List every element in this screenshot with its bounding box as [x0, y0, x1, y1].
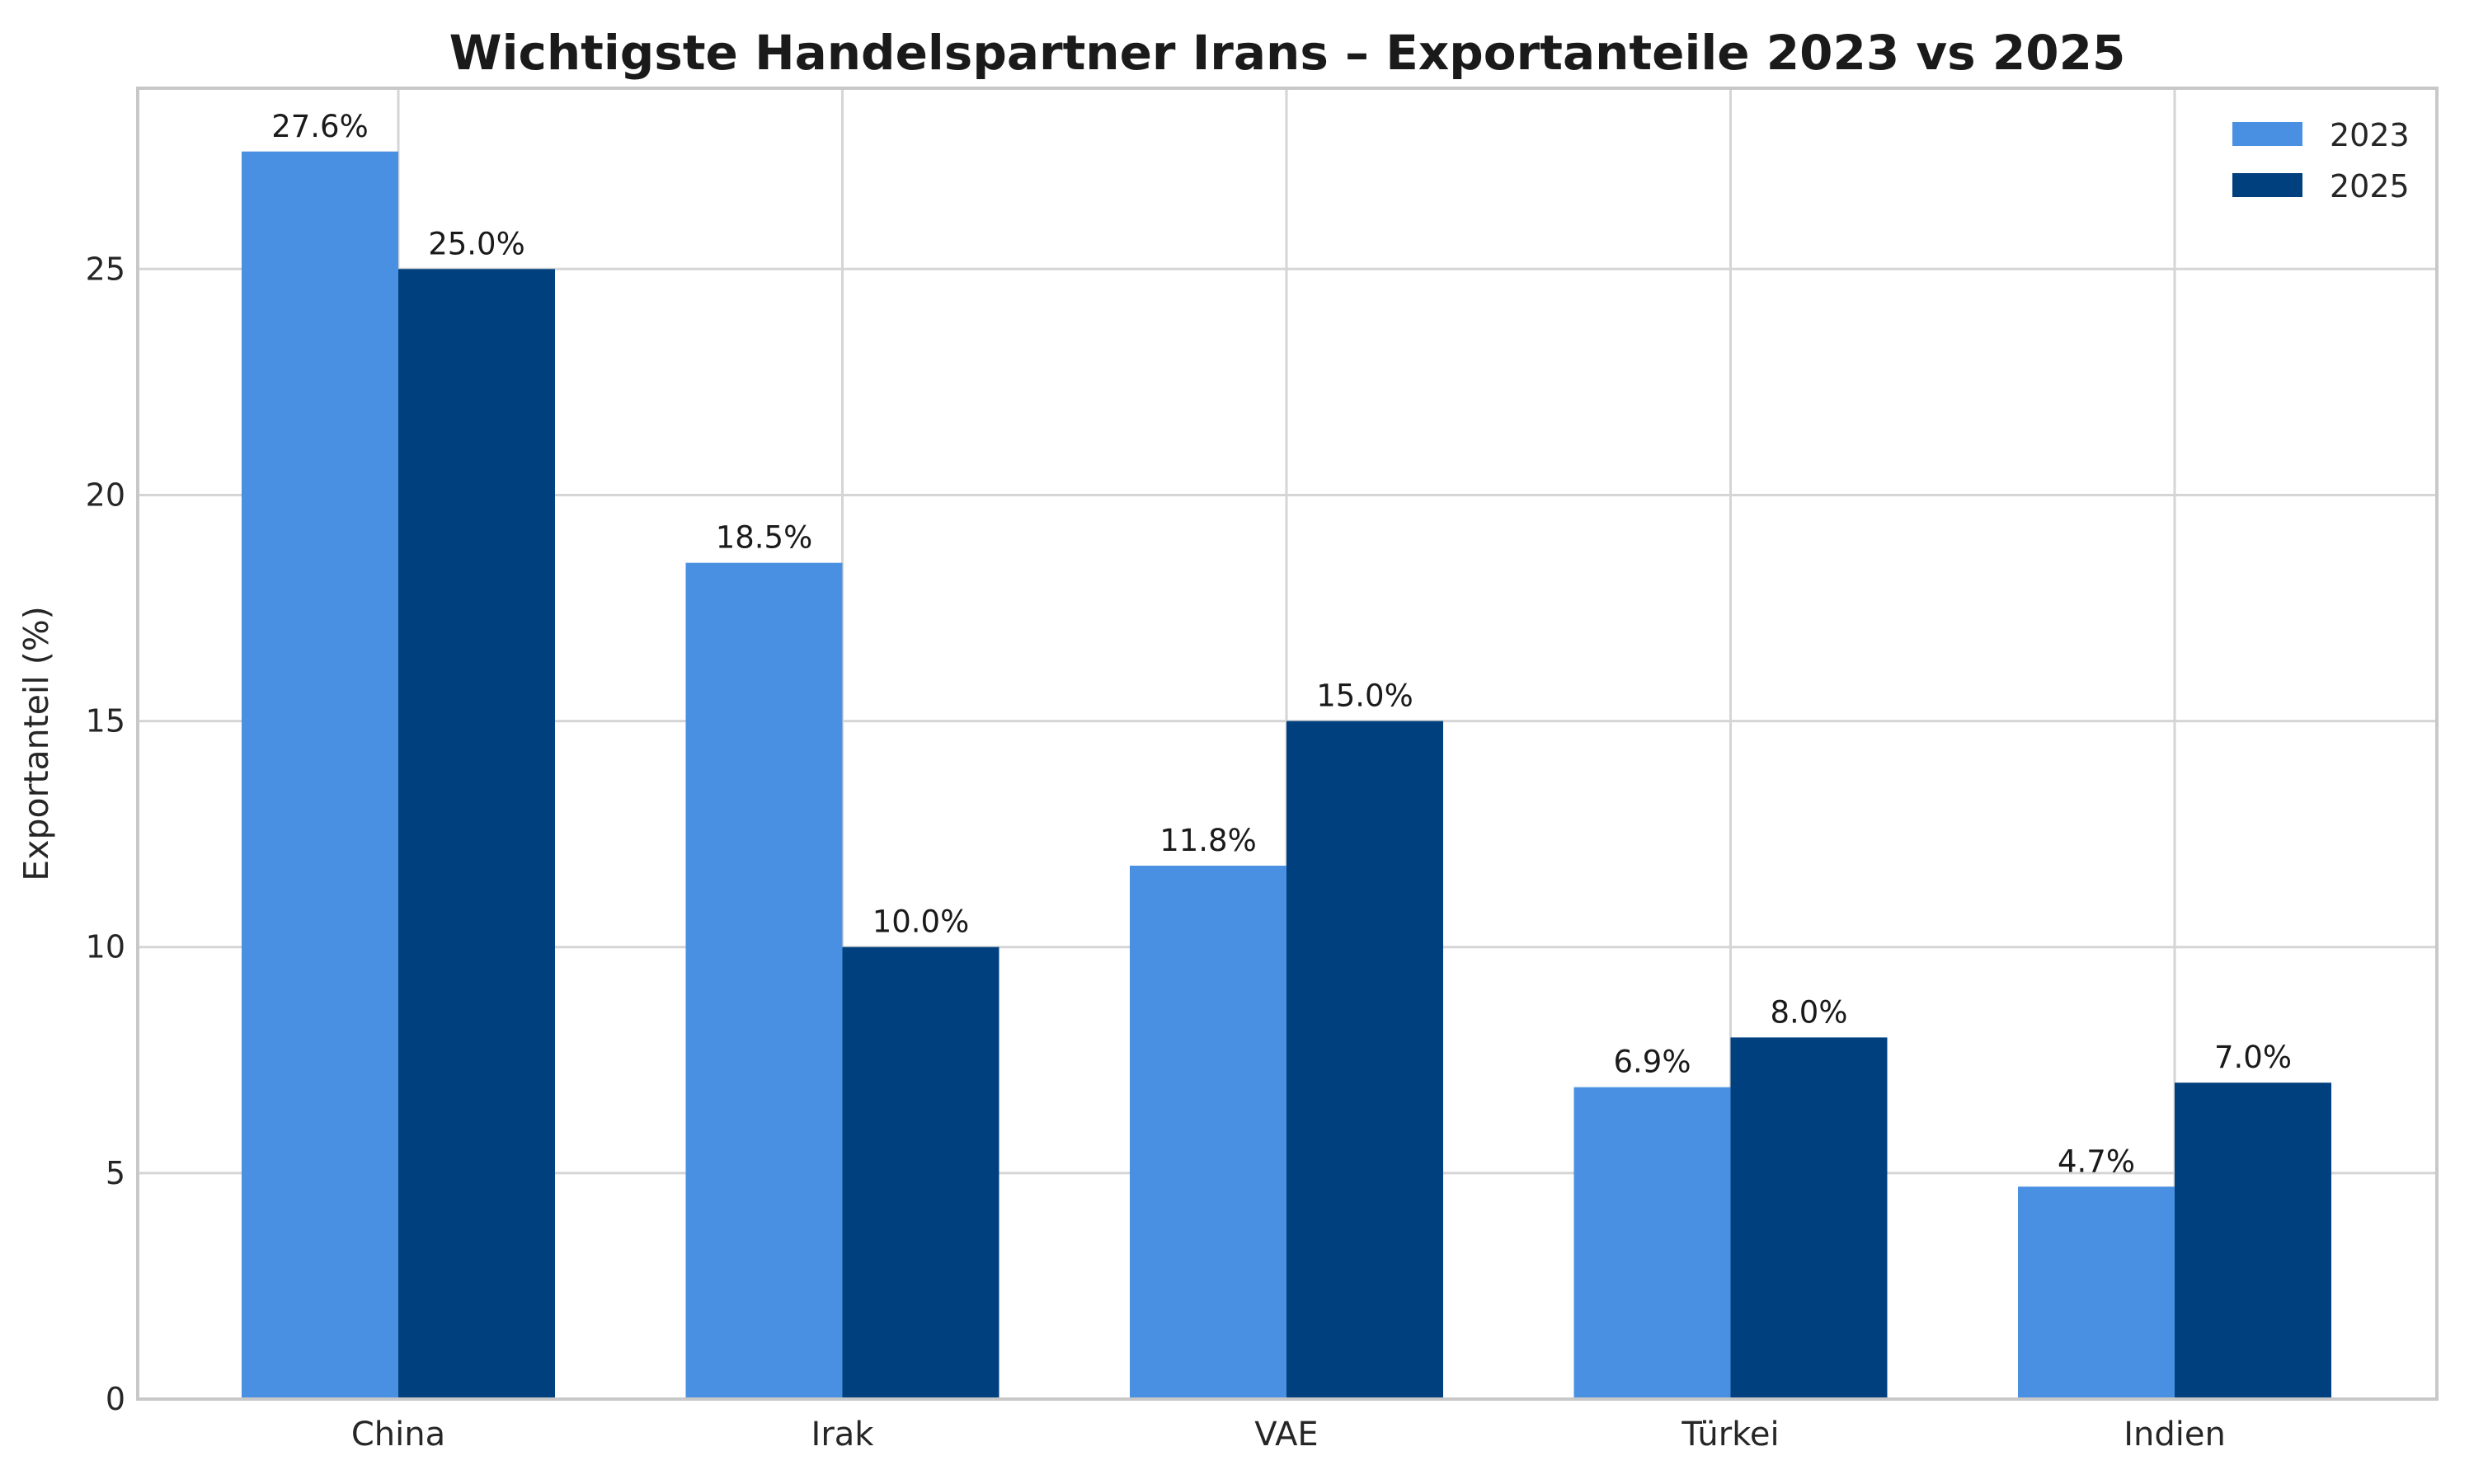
- x-tick-label: Türkei: [1681, 1416, 1779, 1453]
- tick-label-layer: 0 5 10 15 20 25 China Irak VAE Türkei Indien: [86, 251, 2226, 1453]
- y-tick-label: 0: [106, 1381, 125, 1417]
- chart-title: Wichtigste Handelspartner Irans – Export…: [449, 25, 2126, 81]
- bar-value-label: 11.8%: [1159, 823, 1257, 858]
- bar-value-label: 18.5%: [716, 520, 813, 556]
- bar-2023-Indien: [2018, 1186, 2175, 1399]
- x-tick-label: China: [351, 1416, 445, 1453]
- y-tick-label: 5: [106, 1155, 125, 1191]
- bar-2023-China: [242, 151, 398, 1399]
- bar-2023-Irak: [685, 562, 843, 1399]
- y-tick-label: 15: [86, 703, 125, 740]
- bar-2025-China: [398, 269, 555, 1400]
- legend-label-2025: 2025: [2330, 168, 2410, 204]
- plot-border: [136, 87, 2439, 1401]
- bar-value-label: 25.0%: [428, 226, 525, 261]
- bar-value-label: 15.0%: [1316, 679, 1413, 714]
- x-tick-label: VAE: [1254, 1416, 1318, 1453]
- bar-value-label: 7.0%: [2214, 1040, 2292, 1075]
- legend-swatch-2025: [2232, 173, 2302, 197]
- x-tick-label: Irak: [811, 1416, 875, 1453]
- bar-value-label: 27.6%: [271, 109, 369, 144]
- bar-value-label: 8.0%: [1771, 994, 1848, 1030]
- y-axis-label: Exportanteil (%): [16, 606, 56, 881]
- legend-swatch-2023: [2232, 122, 2302, 146]
- bar-value-label: 4.7%: [2058, 1144, 2135, 1179]
- bar-2023-Türkei: [1573, 1087, 1731, 1399]
- legend: 2023 2025: [2232, 117, 2410, 204]
- bar-value-label: 10.0%: [872, 904, 970, 940]
- bar-2025-Türkei: [1730, 1037, 1888, 1399]
- bar-layer: 27.6% 18.5% 11.8% 6.9% 4.7% 25.0% 10.0% 15.0% 8.…: [242, 109, 2331, 1400]
- y-tick-label: 10: [86, 929, 125, 965]
- bar-value-label: 6.9%: [1614, 1045, 1691, 1080]
- bar-2023-VAE: [1130, 866, 1286, 1399]
- bar-2025-VAE: [1286, 721, 1443, 1399]
- y-tick-label: 25: [86, 251, 125, 287]
- bar-2025-Irak: [842, 946, 999, 1399]
- legend-label-2023: 2023: [2330, 117, 2410, 153]
- plot-frame: [136, 87, 2439, 1401]
- y-tick-label: 20: [86, 477, 125, 513]
- x-tick-label: Indien: [2124, 1416, 2226, 1453]
- bar-2025-Indien: [2175, 1082, 2331, 1399]
